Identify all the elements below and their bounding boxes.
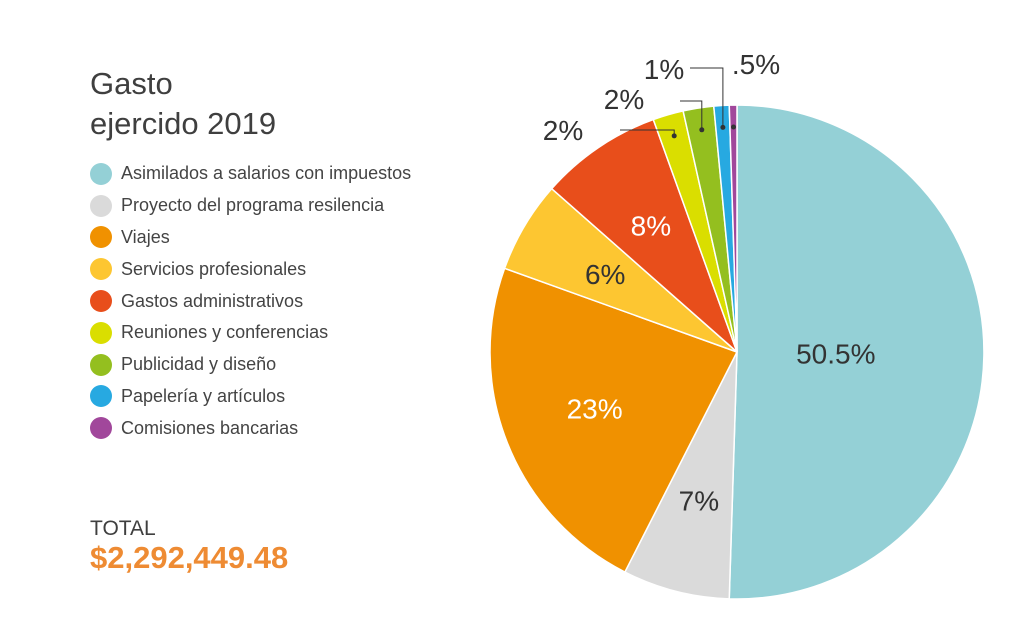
legend-label: Comisiones bancarias	[121, 417, 299, 438]
pie-slice	[489, 267, 739, 574]
legend-label: Gastos administrativos	[121, 290, 304, 311]
legend-label: Viajes	[121, 226, 170, 247]
legend-swatch	[90, 353, 112, 376]
total-value: $2,292,449.48	[90, 540, 289, 575]
legend-swatch	[90, 385, 112, 408]
slice-callout-label: 1%	[644, 54, 684, 85]
legend-item: Proyecto del programa resilencia	[90, 190, 411, 222]
legend-item: Reuniones y conferencias	[90, 317, 411, 349]
legend-swatch	[90, 290, 112, 313]
legend-swatch	[90, 194, 112, 217]
slice-label: 7%	[679, 485, 719, 516]
chart-legend: Asimilados a salarios con impuestos Proye…	[90, 158, 411, 444]
legend-label: Publicidad y diseño	[121, 354, 277, 375]
legend-item: Gastos administrativos	[90, 285, 411, 317]
legend-label: Papelería y artículos	[121, 385, 286, 406]
callout-line	[690, 67, 724, 128]
pie-slice	[550, 118, 738, 353]
pie-slice	[623, 351, 738, 600]
legend-item: Papelería y artículos	[90, 381, 411, 413]
legend-item: Viajes	[90, 222, 411, 254]
legend-label: Servicios profesionales	[121, 258, 307, 279]
slice-label: 6%	[585, 259, 625, 290]
pie-slice	[728, 104, 738, 353]
pie-slice	[728, 104, 985, 600]
legend-item: Servicios profesionales	[90, 253, 411, 285]
legend-item: Comisiones bancarias	[90, 412, 411, 444]
legend-swatch	[90, 162, 112, 185]
legend-swatch	[90, 226, 112, 249]
slice-callout-label: .5%	[732, 49, 780, 80]
legend-label: Reuniones y conferencias	[121, 322, 329, 343]
legend-swatch	[90, 258, 112, 281]
legend-label: Asimilados a salarios con impuestos	[121, 163, 412, 184]
slice-callout-label: 2%	[543, 115, 583, 146]
slice-callout-label: 2%	[604, 84, 644, 115]
slice-label: 50.5%	[796, 339, 875, 370]
legend-item: Publicidad y diseño	[90, 349, 411, 381]
slice-label: 8%	[631, 210, 671, 241]
chart-title-line-2: ejercido 2019	[90, 106, 277, 141]
callout-line	[680, 100, 703, 130]
chart-title-line-1: Gasto	[90, 66, 173, 101]
legend-swatch	[90, 321, 112, 344]
legend-item: Asimilados a salarios con impuestos	[90, 158, 411, 190]
total-label: TOTAL	[90, 517, 156, 540]
legend-label: Proyecto del programa resilencia	[121, 195, 385, 216]
callout-dot	[731, 124, 736, 130]
chart-title: Gasto ejercido 2019	[90, 64, 276, 144]
callout-line	[620, 129, 675, 136]
slice-label: 23%	[567, 393, 623, 424]
legend-swatch	[90, 417, 112, 440]
